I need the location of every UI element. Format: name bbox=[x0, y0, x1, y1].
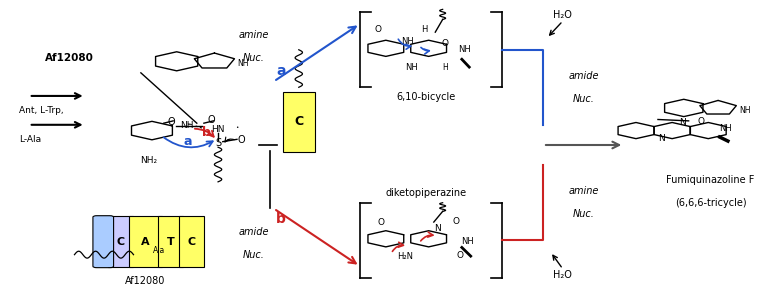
Text: L-Ala: L-Ala bbox=[19, 135, 41, 144]
Text: Nuc.: Nuc. bbox=[572, 209, 594, 219]
Text: b: b bbox=[202, 126, 211, 139]
Text: H₂O: H₂O bbox=[553, 270, 572, 280]
Text: amide: amide bbox=[568, 71, 599, 81]
Text: H: H bbox=[442, 63, 447, 72]
Text: H₂O: H₂O bbox=[553, 10, 572, 20]
Text: O: O bbox=[453, 217, 460, 226]
Text: NH: NH bbox=[237, 59, 249, 68]
FancyBboxPatch shape bbox=[129, 216, 161, 267]
Text: Fumiquinazoline F: Fumiquinazoline F bbox=[667, 175, 755, 185]
Text: O: O bbox=[207, 115, 215, 125]
Text: O: O bbox=[456, 251, 463, 260]
Text: Ant, L-Trp,: Ant, L-Trp, bbox=[19, 106, 64, 115]
Text: NH: NH bbox=[739, 106, 750, 115]
FancyBboxPatch shape bbox=[180, 216, 205, 267]
Text: amide: amide bbox=[238, 226, 269, 237]
Text: a: a bbox=[276, 64, 286, 78]
FancyBboxPatch shape bbox=[158, 216, 183, 267]
Text: O: O bbox=[441, 39, 448, 48]
Text: Nuc.: Nuc. bbox=[243, 53, 265, 64]
Text: S: S bbox=[215, 137, 221, 148]
Text: N: N bbox=[434, 224, 441, 233]
Text: C: C bbox=[295, 115, 304, 128]
Text: O: O bbox=[698, 117, 705, 126]
Text: NH₂: NH₂ bbox=[140, 155, 157, 164]
Text: H₂N: H₂N bbox=[397, 252, 413, 261]
Text: NH: NH bbox=[719, 124, 732, 133]
Text: amine: amine bbox=[239, 30, 269, 40]
Text: NH: NH bbox=[402, 37, 414, 46]
Text: O: O bbox=[238, 135, 246, 145]
Text: O: O bbox=[167, 117, 175, 127]
Text: Af12080: Af12080 bbox=[45, 53, 94, 64]
Text: ··: ·· bbox=[186, 120, 191, 129]
FancyBboxPatch shape bbox=[107, 216, 132, 267]
Text: Ala: Ala bbox=[153, 246, 165, 255]
Text: b: b bbox=[276, 212, 286, 226]
Text: NH: NH bbox=[406, 63, 418, 72]
Text: T: T bbox=[167, 237, 174, 247]
Text: N: N bbox=[658, 134, 665, 143]
Text: amine: amine bbox=[568, 186, 599, 196]
Text: HN: HN bbox=[212, 125, 224, 134]
Text: H: H bbox=[421, 25, 428, 34]
Text: diketopiperazine: diketopiperazine bbox=[386, 188, 467, 197]
Text: (6,6,6-tricycle): (6,6,6-tricycle) bbox=[675, 198, 747, 208]
Text: C: C bbox=[188, 237, 196, 247]
Text: O: O bbox=[377, 218, 384, 226]
Text: NH: NH bbox=[458, 45, 471, 54]
Text: Nuc.: Nuc. bbox=[243, 250, 265, 260]
FancyBboxPatch shape bbox=[93, 216, 113, 268]
Text: N: N bbox=[679, 118, 686, 127]
Text: NH: NH bbox=[180, 122, 194, 130]
Text: •: • bbox=[235, 125, 239, 130]
Text: NH: NH bbox=[460, 237, 473, 246]
Text: O: O bbox=[375, 25, 382, 34]
FancyBboxPatch shape bbox=[282, 92, 315, 152]
Text: A: A bbox=[141, 237, 150, 247]
Text: C: C bbox=[116, 237, 124, 247]
Text: 6,10-bicycle: 6,10-bicycle bbox=[396, 93, 456, 102]
Text: Af12080: Af12080 bbox=[125, 276, 165, 286]
Text: Nuc.: Nuc. bbox=[572, 94, 594, 104]
Text: a: a bbox=[183, 135, 192, 148]
